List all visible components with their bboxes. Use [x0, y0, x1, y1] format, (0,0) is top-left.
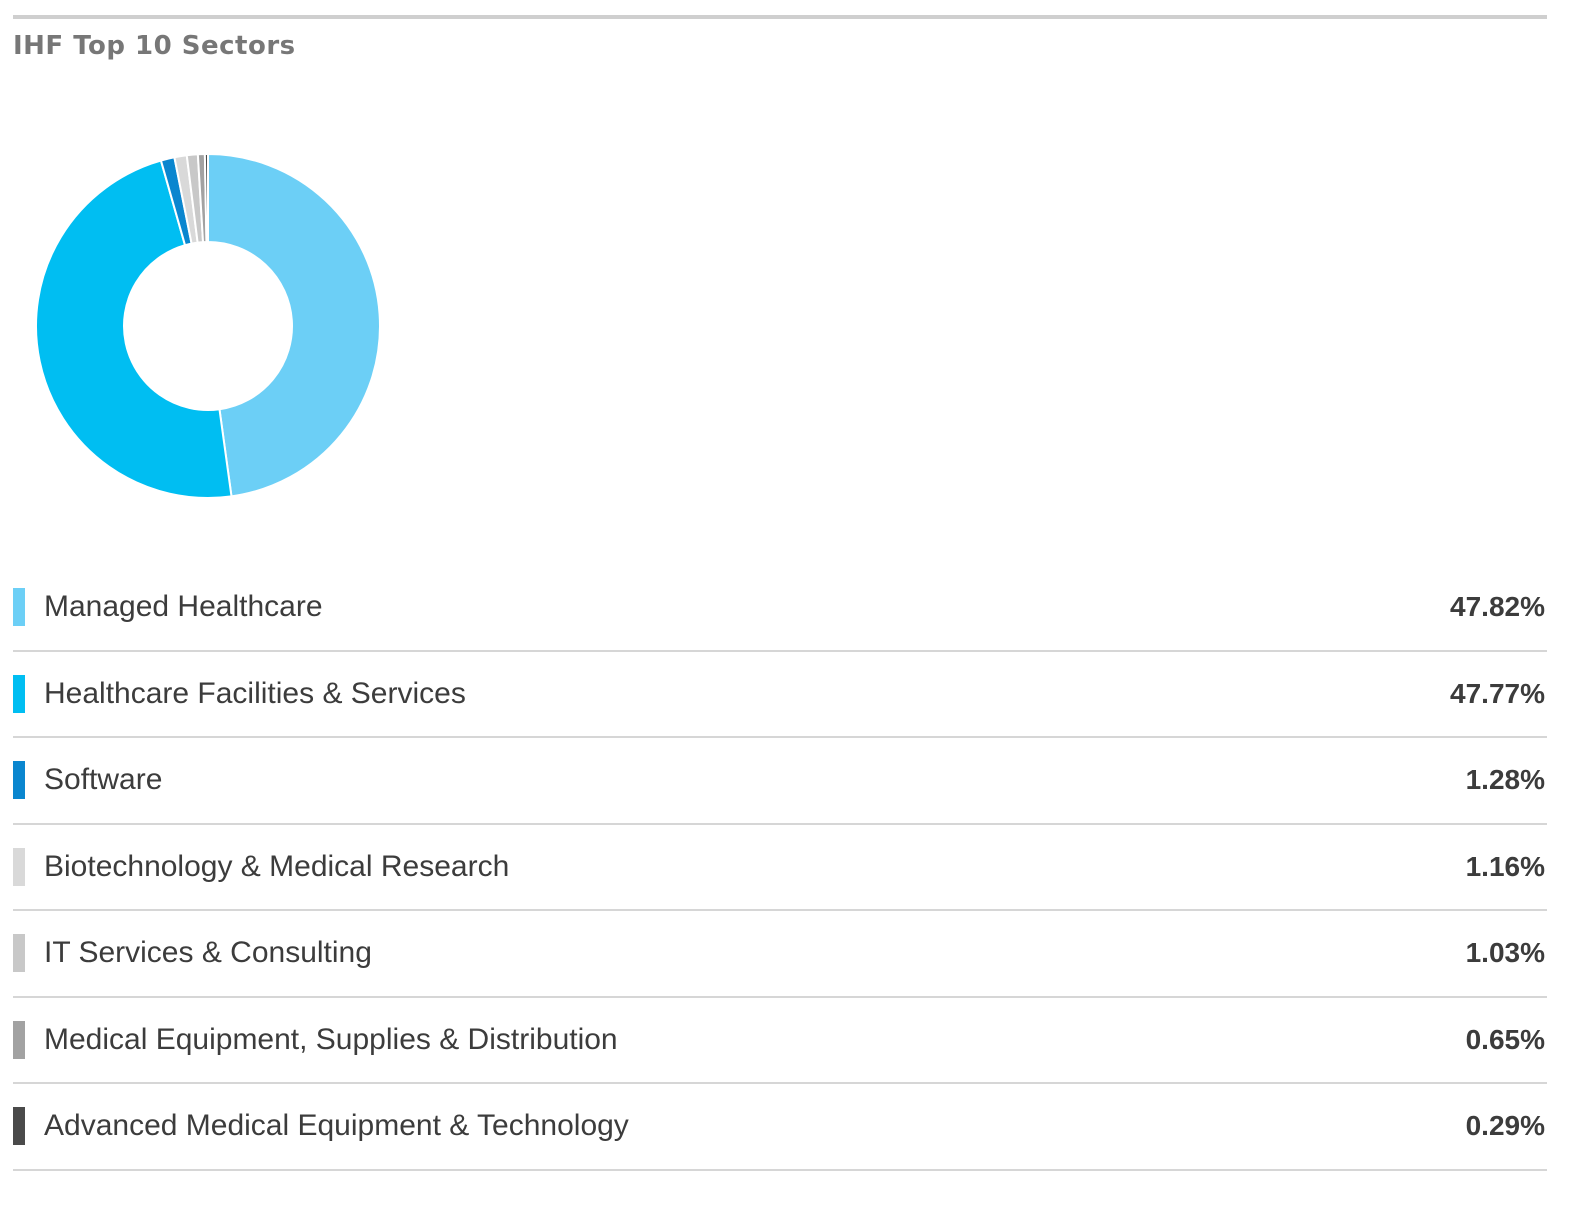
legend-label: Biotechnology & Medical Research	[44, 849, 510, 883]
legend-value: 1.03%	[1465, 937, 1545, 968]
legend-swatch	[13, 847, 25, 886]
legend-label: Software	[44, 763, 163, 796]
legend-swatch	[13, 674, 25, 713]
legend-value: 1.28%	[1465, 764, 1545, 795]
legend-label: Healthcare Facilities & Services	[44, 676, 466, 710]
legend-swatch	[13, 934, 25, 972]
legend-swatch	[13, 761, 25, 799]
legend-swatch	[13, 1107, 25, 1145]
legend-label: Advanced Medical Equipment & Technology	[44, 1109, 629, 1142]
legend-value: 47.82%	[1450, 591, 1545, 622]
legend-value: 1.16%	[1465, 850, 1545, 882]
sector-legend: Managed Healthcare 47.82% Healthcare Facil…	[13, 565, 1547, 1171]
legend-swatch	[13, 1020, 25, 1059]
legend-row: IT Services & Consulting 1.03%	[13, 911, 1547, 998]
donut-slice[interactable]	[207, 152, 381, 498]
legend-swatch	[13, 588, 25, 626]
donut-slice[interactable]	[35, 159, 233, 499]
legend-label: Medical Equipment, Supplies & Distributi…	[44, 1022, 618, 1056]
legend-row: Software 1.28%	[13, 738, 1547, 825]
legend-row: Healthcare Facilities & Services 47.77%	[13, 652, 1547, 738]
legend-row: Biotechnology & Medical Research 1.16%	[13, 825, 1547, 911]
donut-slice[interactable]	[203, 152, 209, 244]
legend-label: Managed Healthcare	[44, 590, 323, 623]
legend-row: Advanced Medical Equipment & Technology 0…	[13, 1084, 1547, 1171]
legend-label: IT Services & Consulting	[44, 936, 372, 969]
top-divider	[13, 15, 1547, 19]
legend-row: Managed Healthcare 47.82%	[13, 565, 1547, 652]
chart-title: IHF Top 10 Sectors	[13, 31, 296, 61]
donut-chart	[30, 148, 386, 504]
legend-value: 0.65%	[1465, 1023, 1545, 1055]
donut-chart-svg	[35, 152, 381, 499]
legend-value: 47.77%	[1450, 677, 1545, 709]
legend-row: Medical Equipment, Supplies & Distributi…	[13, 998, 1547, 1084]
legend-value: 0.29%	[1465, 1110, 1545, 1141]
